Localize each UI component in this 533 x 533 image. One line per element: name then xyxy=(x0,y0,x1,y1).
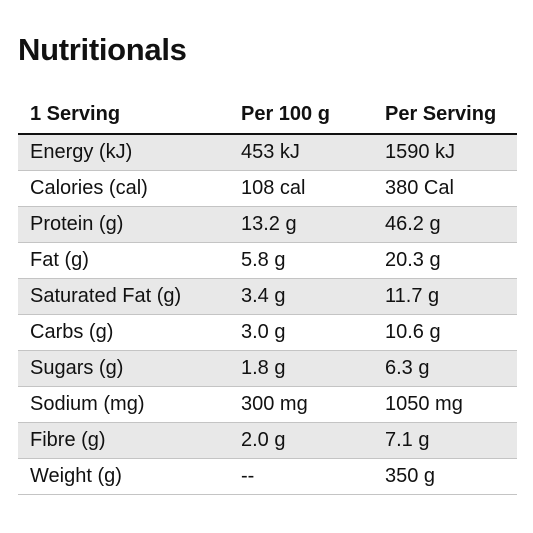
table-row: Calories (cal) 108 cal 380 Cal xyxy=(18,171,517,207)
table-row: Fibre (g) 2.0 g 7.1 g xyxy=(18,423,517,459)
nutrient-label: Weight (g) xyxy=(30,465,122,487)
per-serving-value: 20.3 g xyxy=(385,249,441,271)
table-row: Sugars (g) 1.8 g 6.3 g xyxy=(18,351,517,387)
nutrient-label: Saturated Fat (g) xyxy=(30,285,182,307)
nutrient-label: Protein (g) xyxy=(30,213,124,235)
per-serving-value: 10.6 g xyxy=(385,321,441,343)
table-row: Protein (g) 13.2 g 46.2 g xyxy=(18,207,517,243)
per-100g-value: 3.0 g xyxy=(241,321,286,343)
per-serving-value: 7.1 g xyxy=(385,429,430,451)
per-100g-value: 5.8 g xyxy=(241,249,286,271)
per-100g-value: 2.0 g xyxy=(241,429,286,451)
per-100g-value: 3.4 g xyxy=(241,285,286,307)
per-serving-value: 1590 kJ xyxy=(385,141,456,163)
nutrient-label: Sugars (g) xyxy=(30,357,124,379)
table-row: Energy (kJ) 453 kJ 1590 kJ xyxy=(18,135,517,171)
per-100g-value: 300 mg xyxy=(241,393,308,415)
column-header-serving: 1 Serving xyxy=(30,103,121,125)
page-title: Nutritionals xyxy=(18,32,187,67)
column-header-per-100g: Per 100 g xyxy=(241,103,330,125)
table-row: Saturated Fat (g) 3.4 g 11.7 g xyxy=(18,279,517,315)
per-100g-value: 13.2 g xyxy=(241,213,297,235)
nutrient-label: Energy (kJ) xyxy=(30,141,133,163)
table-row: Fat (g) 5.8 g 20.3 g xyxy=(18,243,517,279)
table-row: Weight (g) -- 350 g xyxy=(18,459,517,495)
table-row: Sodium (mg) 300 mg 1050 mg xyxy=(18,387,517,423)
per-serving-value: 46.2 g xyxy=(385,213,441,235)
nutrient-label: Calories (cal) xyxy=(30,177,148,199)
nutrient-label: Fibre (g) xyxy=(30,429,106,451)
per-serving-value: 380 Cal xyxy=(385,177,454,199)
table-row: Carbs (g) 3.0 g 10.6 g xyxy=(18,315,517,351)
nutrient-label: Sodium (mg) xyxy=(30,393,145,415)
table-header: 1 Serving Per 100 g Per Serving xyxy=(18,96,517,135)
per-100g-value: 108 cal xyxy=(241,177,306,199)
per-100g-value: 1.8 g xyxy=(241,357,286,379)
per-serving-value: 1050 mg xyxy=(385,393,463,415)
nutrient-label: Carbs (g) xyxy=(30,321,114,343)
per-serving-value: 350 g xyxy=(385,465,436,487)
nutrition-table: 1 Serving Per 100 g Per Serving Energy (… xyxy=(18,96,517,495)
per-serving-value: 11.7 g xyxy=(385,285,440,307)
per-serving-value: 6.3 g xyxy=(385,357,430,379)
per-100g-value: 453 kJ xyxy=(241,141,300,163)
per-100g-value: -- xyxy=(241,465,255,487)
column-header-per-serving: Per Serving xyxy=(385,103,497,125)
nutrient-label: Fat (g) xyxy=(30,249,89,271)
